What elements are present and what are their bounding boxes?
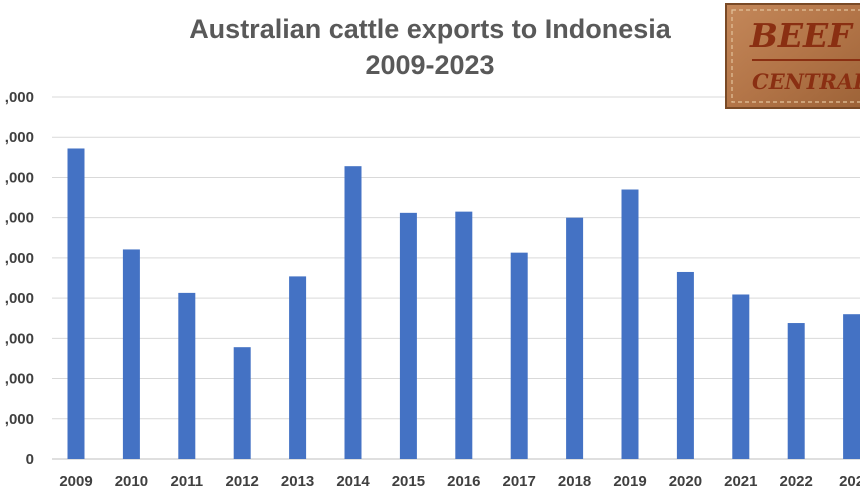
y-tick-label: ,000 [5,250,34,267]
logo-background [725,3,860,109]
bar-2019 [621,189,639,459]
bar-2016 [455,211,473,459]
bar-2010 [122,249,140,459]
y-tick-label: ,000 [5,89,34,106]
x-tick-label: 2020 [669,473,702,490]
y-axis-ticks: 0 ,000 ,000 ,000 ,000 ,000 ,000 ,000 ,000 ,000 [5,89,34,468]
y-tick-label: ,000 [5,411,34,428]
x-tick-label: 2009 [59,473,92,490]
bar-2009 [67,148,85,460]
x-tick-label: 2017 [503,473,536,490]
bar-2013 [289,276,307,459]
x-tick-label: 2010 [115,473,148,490]
x-tick-label: 2021 [724,473,757,490]
x-tick-label: 2011 [171,473,204,490]
bar-2020 [676,271,694,459]
x-tick-label: 2012 [226,473,259,490]
bar-2012 [233,347,251,459]
y-tick-label: ,000 [5,330,34,347]
x-tick-label: 2013 [281,473,314,490]
y-tick-label: ,000 [5,129,34,146]
bar-2011 [178,292,196,459]
bar-2017 [510,252,528,459]
logo-text-beef: BEEF [749,16,854,55]
logo-text-central: CENTRAL [752,69,860,94]
x-tick-label: 2016 [447,473,480,490]
y-tick-label: ,000 [5,169,34,186]
y-tick-label: 0 [26,451,34,468]
bar-2015 [399,212,417,459]
x-axis-ticks: 2009 2010 2011 2012 2013 2014 2015 2016 2017 2018… [59,473,860,490]
x-tick-label: 2015 [392,473,425,490]
bar-2022 [787,323,805,459]
x-tick-label: 202 [839,473,860,490]
x-tick-label: 2022 [780,473,813,490]
bar-2018 [566,217,584,459]
bar-2021 [732,294,750,459]
beef-central-logo: BEEF CENTRAL [725,3,860,109]
y-tick-label: ,000 [5,371,34,388]
y-tick-label: ,000 [5,290,34,307]
bar-2014 [344,166,362,459]
chart-title: Australian cattle exports to Indonesia [189,14,672,44]
x-tick-label: 2018 [558,473,591,490]
y-tick-label: ,000 [5,210,34,227]
x-tick-label: 2019 [613,473,646,490]
logo-stitching [731,9,860,103]
bars [67,148,860,460]
bar-2023 [843,314,860,459]
chart-subtitle: 2009-2023 [365,50,494,80]
x-tick-label: 2014 [336,473,370,490]
